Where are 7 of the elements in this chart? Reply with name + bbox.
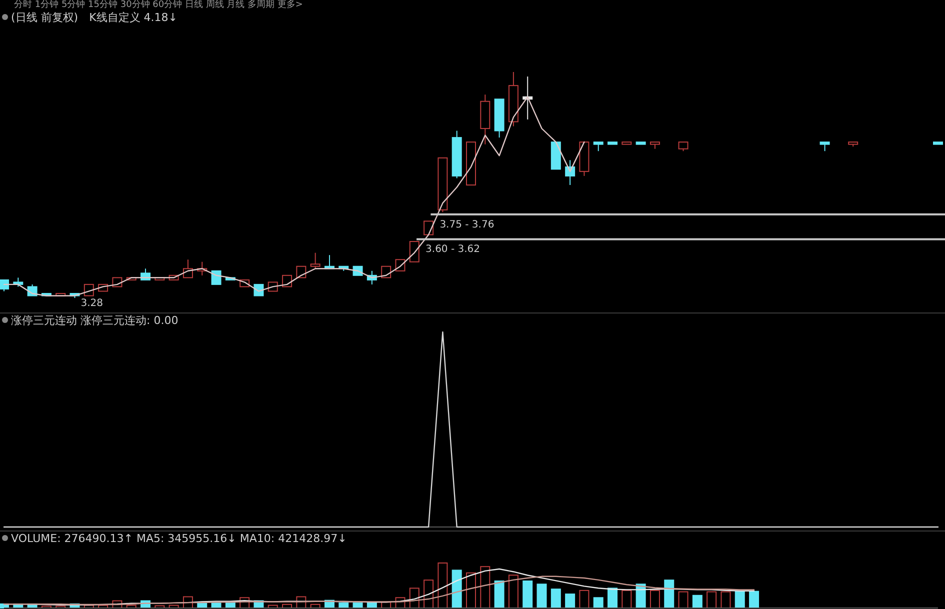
chart-title: VOLUME: 276490.13↑ MA5: 345955.16↓ MA10: 421428.97↓ [11,532,347,545]
text: K线自定义 4.18↓ [89,11,178,24]
chart-title: (日线 前复权) [11,11,78,24]
annotation: 3.60 - 3.62 [426,244,480,256]
annotation: 3.28 [80,298,104,309]
chart-title: 涨停三元连动 涨停三元连动: 0.00 [11,314,178,327]
annotation: 3.75 - 3.76 [440,219,494,230]
